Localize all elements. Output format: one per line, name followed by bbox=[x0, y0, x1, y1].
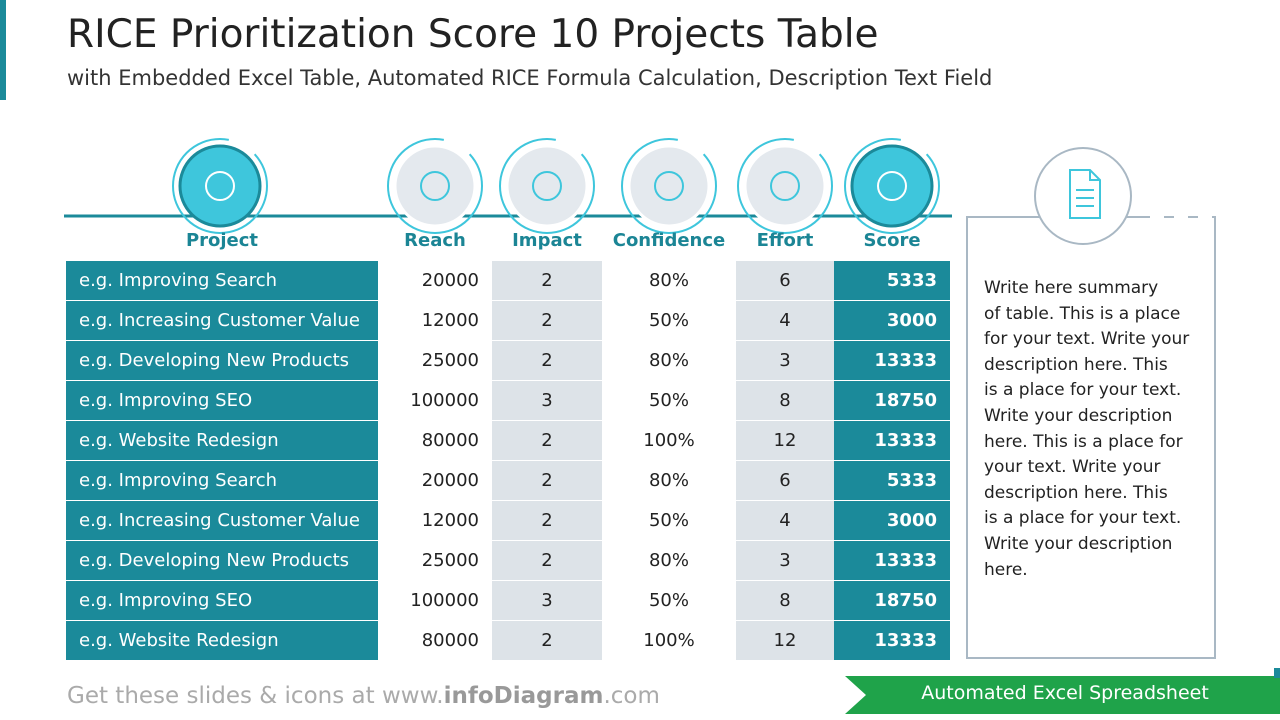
table-cell: e.g. Improving SEO bbox=[66, 381, 378, 420]
table-cell: 100000 bbox=[378, 581, 492, 620]
footer-text: Get these slides & icons at www.infoDiag… bbox=[67, 683, 660, 709]
column-icon bbox=[499, 138, 595, 234]
table-cell: 2 bbox=[492, 341, 602, 380]
table-cell: e.g. Developing New Products bbox=[66, 541, 378, 580]
accent-bar bbox=[0, 0, 6, 100]
table-cell: 3 bbox=[736, 541, 834, 580]
table-cell: 8 bbox=[736, 381, 834, 420]
description-line: Write your description bbox=[984, 405, 1173, 426]
description-line: description here. This bbox=[984, 482, 1168, 503]
table-cell: e.g. Increasing Customer Value bbox=[66, 301, 378, 340]
table-cell: 20000 bbox=[378, 261, 492, 300]
table-cell: 13333 bbox=[834, 341, 950, 380]
description-line: your text. Write your bbox=[984, 457, 1161, 478]
table-cell: 4 bbox=[736, 501, 834, 540]
description-line: is a place for your text. bbox=[984, 380, 1182, 401]
table-cell: 25000 bbox=[378, 341, 492, 380]
table-cell: 50% bbox=[602, 301, 736, 340]
table-cell: 3000 bbox=[834, 301, 950, 340]
table-cell: 12 bbox=[736, 421, 834, 460]
table-cell: 2 bbox=[492, 621, 602, 660]
table-cell: 18750 bbox=[834, 581, 950, 620]
table-cell: 80000 bbox=[378, 621, 492, 660]
column-header: Project bbox=[185, 230, 259, 251]
table-cell: 6 bbox=[736, 461, 834, 500]
column-header: Effort bbox=[756, 230, 814, 251]
table-cell: 4 bbox=[736, 301, 834, 340]
table-cell: 20000 bbox=[378, 461, 492, 500]
column-header: Impact bbox=[512, 230, 582, 251]
column-header: Reach bbox=[404, 230, 466, 251]
column-icon bbox=[621, 138, 717, 234]
column-icon bbox=[172, 138, 268, 234]
footer-part: Get these slides & icons at www. bbox=[67, 683, 444, 709]
table-cell: 25000 bbox=[378, 541, 492, 580]
badge-text: Automated Excel Spreadsheet bbox=[921, 682, 1209, 704]
table-cell: e.g. Improving Search bbox=[66, 461, 378, 500]
table-cell: 13333 bbox=[834, 621, 950, 660]
description-line: for your text. Write your bbox=[984, 329, 1190, 350]
table-cell: 50% bbox=[602, 381, 736, 420]
description-line: here. This is a place for bbox=[984, 431, 1183, 452]
table-cell: 80% bbox=[602, 541, 736, 580]
table-cell: 50% bbox=[602, 581, 736, 620]
table-cell: 18750 bbox=[834, 381, 950, 420]
table-cell: 12000 bbox=[378, 501, 492, 540]
subtitle: with Embedded Excel Table, Automated RIC… bbox=[67, 66, 993, 90]
column-icon bbox=[387, 138, 483, 234]
table-cell: e.g. Developing New Products bbox=[66, 341, 378, 380]
table-cell: e.g. Increasing Customer Value bbox=[66, 501, 378, 540]
table-cell: 3 bbox=[492, 581, 602, 620]
table-cell: 2 bbox=[492, 421, 602, 460]
description-line: Write here summary bbox=[984, 278, 1159, 298]
table-cell: e.g. Website Redesign bbox=[66, 621, 378, 660]
column-header: Score bbox=[863, 230, 921, 251]
footer-part: .com bbox=[603, 683, 660, 709]
column-icon bbox=[737, 138, 833, 234]
title: RICE Prioritization Score 10 Projects Ta… bbox=[67, 12, 879, 57]
description-line: description here. This bbox=[984, 354, 1168, 375]
table-cell: 5333 bbox=[834, 261, 950, 300]
column-header: Confidence bbox=[612, 230, 726, 251]
table-cell: 80% bbox=[602, 461, 736, 500]
table-cell: e.g. Website Redesign bbox=[66, 421, 378, 460]
table-cell: 80% bbox=[602, 341, 736, 380]
table-cell: e.g. Improving Search bbox=[66, 261, 378, 300]
table-cell: 13333 bbox=[834, 541, 950, 580]
table-cell: 50% bbox=[602, 501, 736, 540]
table-cell: 8 bbox=[736, 581, 834, 620]
table-cell: 100% bbox=[602, 421, 736, 460]
table-cell: e.g. Improving SEO bbox=[66, 581, 378, 620]
table-cell: 12 bbox=[736, 621, 834, 660]
table-cell: 2 bbox=[492, 261, 602, 300]
table-cell: 80% bbox=[602, 261, 736, 300]
table-cell: 13333 bbox=[834, 421, 950, 460]
description-line: Write your description bbox=[984, 533, 1173, 554]
table-cell: 100000 bbox=[378, 381, 492, 420]
table-cell: 2 bbox=[492, 541, 602, 580]
table-cell: 2 bbox=[492, 301, 602, 340]
column-icon bbox=[844, 138, 940, 234]
table-cell: 80000 bbox=[378, 421, 492, 460]
table-cell: 3 bbox=[736, 341, 834, 380]
table-cell: 3 bbox=[492, 381, 602, 420]
description-line: of table. This is a place bbox=[984, 303, 1181, 324]
table-cell: 5333 bbox=[834, 461, 950, 500]
table-cell: 2 bbox=[492, 501, 602, 540]
table-cell: 2 bbox=[492, 461, 602, 500]
table-cell: 3000 bbox=[834, 501, 950, 540]
footer-part: infoDiagram bbox=[443, 683, 604, 709]
description: Write here summary of table. This is a pl… bbox=[984, 276, 1189, 583]
table-cell: 100% bbox=[602, 621, 736, 660]
description-line: here. bbox=[984, 559, 1028, 580]
table-cell: 6 bbox=[736, 261, 834, 300]
table-cell: 12000 bbox=[378, 301, 492, 340]
description-line: is a place for your text. bbox=[984, 508, 1182, 529]
